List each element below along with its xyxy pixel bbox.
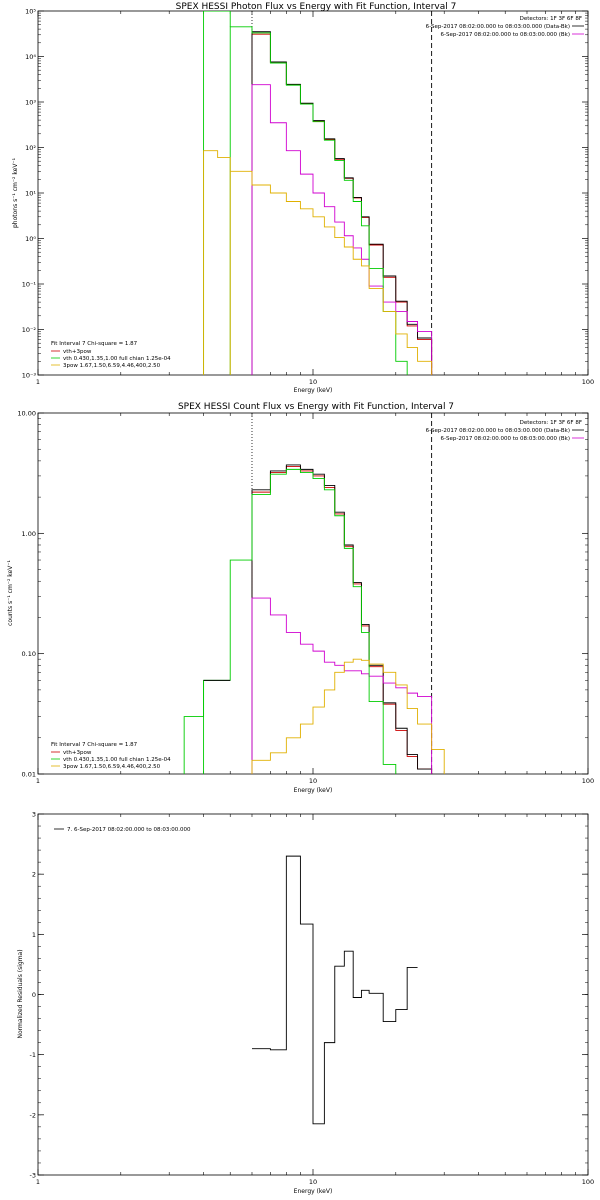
legend-interval: 7. 6-Sep-2017 08:02:00.000 to 08:03:00.0… bbox=[67, 827, 191, 833]
y-tick-label: 3 bbox=[32, 811, 36, 819]
photon-flux-panel: SPEX HESSI Photon Flux vs Energy with Fi… bbox=[12, 2, 594, 394]
series-line bbox=[203, 468, 445, 774]
series-line bbox=[203, 150, 231, 375]
y-tick-label: 10² bbox=[25, 144, 36, 152]
x-tick-label: 100 bbox=[582, 378, 594, 386]
bk-label: 6-Sep-2017 08:02:00.000 to 08:03:00.000 … bbox=[441, 436, 571, 442]
x-tick-label: 100 bbox=[582, 1178, 594, 1186]
y-tick-label: 10⁻¹ bbox=[22, 281, 37, 289]
legend-3pow: 3pow 1.67,1.50,6.59,4.46,400,2.50 bbox=[63, 363, 161, 369]
series-line bbox=[251, 855, 418, 1125]
series-line bbox=[251, 464, 433, 774]
detectors-label: Detectors: 1F 3F 6F 8F bbox=[520, 16, 582, 22]
residuals-panel: 1 10 100 -3 -2 -1 0 1 2 3 Energy (keV) Normalized… bbox=[17, 811, 594, 1196]
y-tick-label: 10.00 bbox=[17, 410, 36, 418]
series-line bbox=[203, 11, 231, 375]
x-tick-label: 1 bbox=[36, 777, 40, 785]
plot-area bbox=[251, 855, 418, 1125]
x-axis-label: Energy (keV) bbox=[294, 787, 333, 794]
series-line bbox=[251, 658, 445, 774]
chart-title: SPEX HESSI Photon Flux vs Energy with Fi… bbox=[176, 2, 457, 12]
y-tick-label: 10³ bbox=[25, 99, 36, 107]
y-tick-label: 1.00 bbox=[22, 530, 36, 538]
axis-ticks: 1 10 100 -3 -2 -1 0 1 2 3 bbox=[30, 811, 595, 1187]
chart-title: SPEX HESSI Count Flux vs Energy with Fit… bbox=[178, 402, 454, 412]
y-axis-label: Normalized Residuals (sigma) bbox=[17, 949, 24, 1038]
x-tick-label: 100 bbox=[582, 777, 594, 785]
y-tick-label: 10⁻³ bbox=[22, 372, 37, 380]
axis-ticks: 1 10 100 10⁻³ 10⁻² 10⁻¹ 10⁰ 10¹ 10² 10³ 10⁴ 10⁵ bbox=[22, 8, 595, 387]
y-tick-label: -1 bbox=[30, 1051, 36, 1059]
plot-area bbox=[183, 413, 445, 774]
legend-vth: vth 0.430,1.35,1.00 full chian 1.25e-04 bbox=[63, 356, 171, 362]
series-line bbox=[251, 31, 433, 375]
legend-3pow: 3pow 1.67,1.50,6.59,4.46,400,2.50 bbox=[63, 764, 161, 770]
y-tick-label: 10⁵ bbox=[25, 8, 36, 16]
x-tick-label: 1 bbox=[36, 378, 40, 386]
y-tick-label: -3 bbox=[30, 1172, 36, 1180]
data-bk-label: 6-Sep-2017 08:02:00.000 to 08:03:00.000 … bbox=[426, 428, 570, 434]
y-tick-label: 0.01 bbox=[22, 771, 36, 779]
y-tick-label: 0.10 bbox=[22, 650, 36, 658]
series-line bbox=[229, 26, 433, 375]
y-tick-label: 0 bbox=[32, 991, 36, 999]
series-line bbox=[251, 84, 433, 375]
y-tick-label: 1 bbox=[32, 931, 36, 939]
bk-label: 6-Sep-2017 08:02:00.000 to 08:03:00.000 … bbox=[441, 32, 571, 38]
legend-vth: vth 0.430,1.35,1.00 full chian 1.25e-04 bbox=[63, 757, 171, 763]
series-line bbox=[251, 33, 433, 375]
legend-vth3pow: vth+3pow bbox=[63, 349, 92, 355]
legend-vth3pow: vth+3pow bbox=[63, 750, 92, 756]
y-axis-label: counts s⁻¹ cm⁻² keV⁻¹ bbox=[7, 560, 14, 626]
series-line bbox=[183, 680, 205, 774]
data-bk-label: 6-Sep-2017 08:02:00.000 to 08:03:00.000 … bbox=[426, 24, 570, 30]
y-tick-label: 10⁴ bbox=[25, 53, 36, 61]
y-tick-label: -2 bbox=[30, 1111, 36, 1119]
y-tick-label: 10⁰ bbox=[25, 235, 36, 243]
legend-header: Fit Interval 7 Chi-square = 1.87 bbox=[51, 742, 138, 748]
x-axis-label: Energy (keV) bbox=[294, 387, 333, 394]
y-axis-label: photons s⁻¹ cm⁻² keV⁻¹ bbox=[12, 157, 19, 228]
y-tick-label: 10⁻² bbox=[22, 326, 37, 334]
x-tick-label: 10 bbox=[309, 378, 317, 386]
series-line bbox=[229, 170, 433, 375]
y-tick-label: 10¹ bbox=[25, 190, 36, 198]
detectors-label: Detectors: 1F 3F 6F 8F bbox=[520, 420, 582, 426]
series-line bbox=[251, 465, 433, 774]
count-flux-panel: SPEX HESSI Count Flux vs Energy with Fit… bbox=[7, 402, 594, 794]
series-line bbox=[251, 597, 433, 774]
x-tick-label: 10 bbox=[309, 777, 317, 785]
x-tick-label: 1 bbox=[36, 1178, 40, 1186]
y-tick-label: 2 bbox=[32, 871, 36, 879]
x-axis-label: Energy (keV) bbox=[294, 1188, 333, 1195]
legend-header: Fit Interval 7 Chi-square = 1.87 bbox=[51, 341, 138, 347]
axis-ticks: 1 10 100 0.01 0.10 1.00 10.00 bbox=[17, 410, 594, 786]
x-tick-label: 10 bbox=[309, 1178, 317, 1186]
plot-area bbox=[203, 11, 433, 375]
